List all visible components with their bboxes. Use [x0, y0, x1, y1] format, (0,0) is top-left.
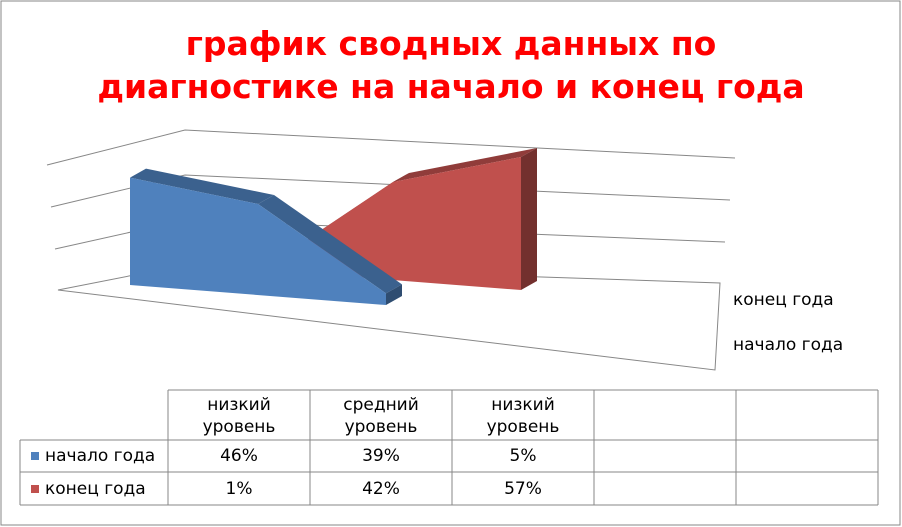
table-row-label: конец года: [45, 479, 146, 499]
chart-title-text: график сводных данных по диагностике на н…: [97, 24, 804, 106]
area-side: [521, 148, 537, 290]
table-value: 46%: [220, 446, 258, 466]
table-row-label: начало года: [45, 446, 155, 466]
table-header: средний уровень: [343, 395, 419, 437]
table-value: 57%: [504, 479, 542, 499]
table-header: низкий уровень: [487, 395, 560, 437]
area: [130, 177, 386, 305]
data-table: [19, 389, 879, 506]
area-depth: [130, 168, 274, 204]
table-header: низкий уровень: [203, 395, 276, 437]
table-value: 39%: [362, 446, 400, 466]
table-value: 5%: [510, 446, 537, 466]
table-value: 42%: [362, 479, 400, 499]
area-depth: [393, 148, 537, 182]
area-depth: [258, 195, 402, 294]
legend-key: [31, 452, 39, 460]
series-label: конец года: [733, 290, 834, 310]
legend-key: [31, 485, 39, 493]
area-side: [386, 284, 402, 305]
series-label: начало года: [733, 335, 843, 355]
chart-title: график сводных данных по диагностике на н…: [97, 24, 804, 106]
table-value: 1%: [226, 479, 253, 499]
